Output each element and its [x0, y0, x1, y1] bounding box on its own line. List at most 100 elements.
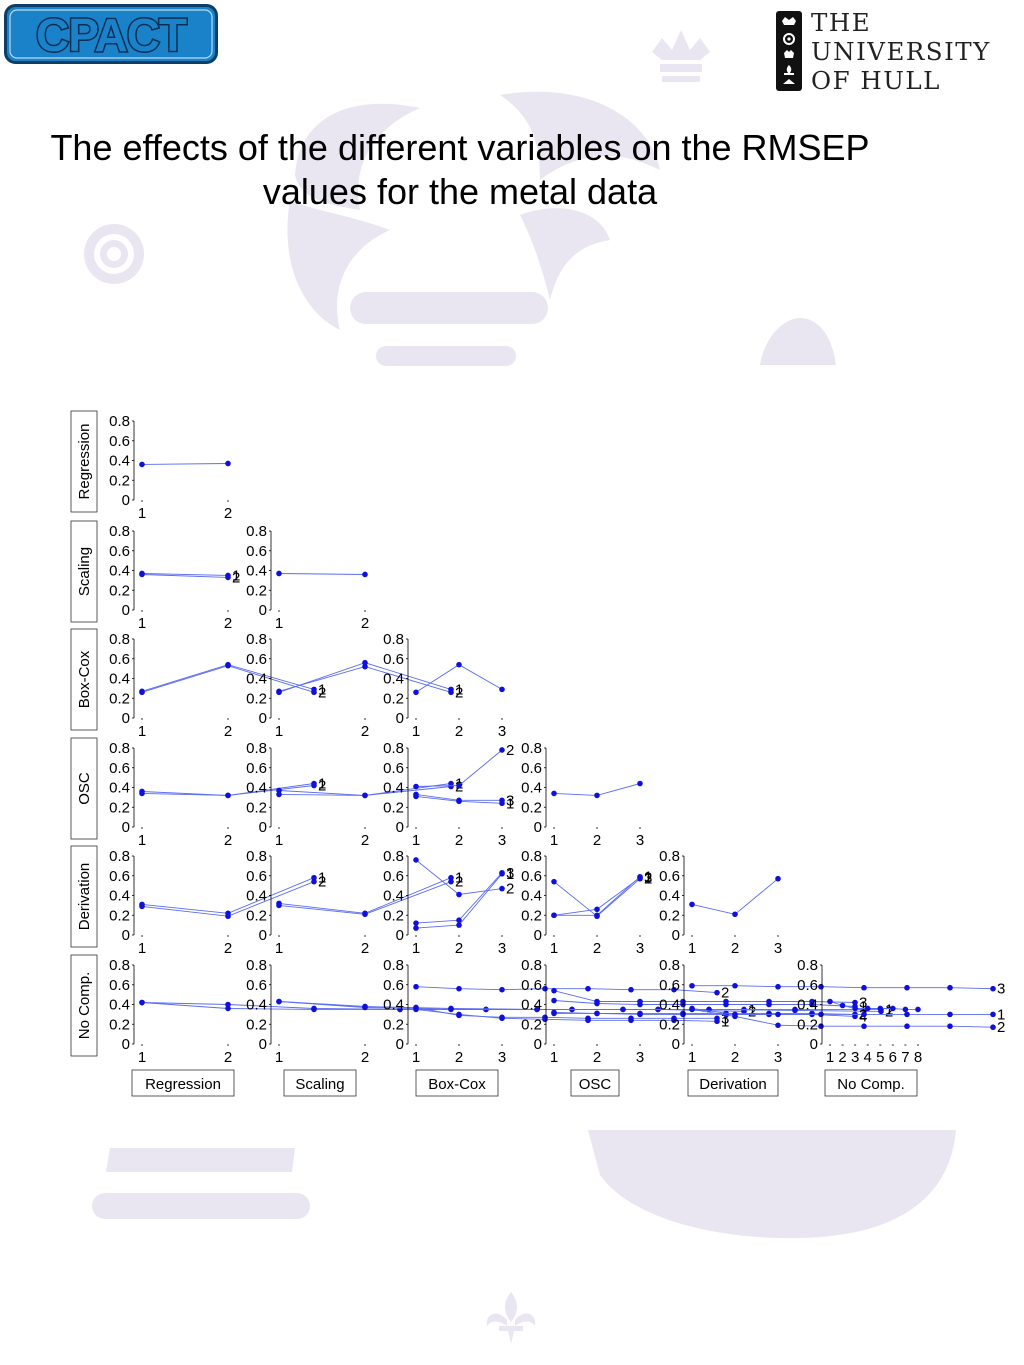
x-tick-label: 3: [851, 1049, 859, 1066]
x-tick-label: 2: [224, 505, 232, 522]
data-point: [311, 878, 317, 885]
cpact-logo-text: CPACT: [36, 9, 187, 61]
x-tick-label: 3: [498, 723, 506, 740]
y-tick-label: 0.4: [521, 997, 542, 1014]
y-tick-label: 0.4: [109, 671, 130, 688]
x-tick-label: 1: [275, 1049, 283, 1066]
x-tick-label: 1: [138, 1049, 146, 1066]
x-tick-label: 1: [138, 940, 146, 957]
data-point: [766, 1001, 772, 1008]
data-point: [732, 982, 738, 989]
y-tick-label: 0.2: [246, 799, 267, 816]
watermark-fleur-icon: [486, 1292, 536, 1344]
y-tick-label: 0.4: [383, 780, 404, 797]
y-tick-label: 0.6: [521, 977, 542, 994]
x-tick-label: 1: [275, 723, 283, 740]
y-tick-label: 0: [122, 602, 130, 619]
y-tick-label: 0.4: [521, 780, 542, 797]
x-tick-label: 3: [774, 1049, 782, 1066]
data-point: [732, 1013, 738, 1020]
y-tick-label: 0.2: [659, 1016, 680, 1033]
y-tick-label: 0.6: [109, 977, 130, 994]
x-tick-label: 1: [826, 1049, 834, 1066]
data-point: [499, 800, 505, 807]
data-point: [689, 901, 695, 908]
data-point: [276, 570, 282, 577]
data-point: [225, 1001, 231, 1008]
series-label: 2: [455, 874, 463, 891]
y-tick-label: 0: [259, 602, 267, 619]
y-tick-label: 0.8: [383, 957, 404, 974]
column-label: Scaling: [283, 1069, 357, 1097]
chart-panel: 0 0.2 0.4 0.6 0.8 1 2 3: [521, 740, 644, 849]
x-tick-label: 1: [138, 615, 146, 632]
data-point: [448, 878, 454, 885]
data-point: [139, 689, 145, 696]
y-tick-label: 0.2: [521, 907, 542, 924]
y-tick-label: 0.2: [246, 582, 267, 599]
watermark-bar: [376, 346, 516, 366]
x-tick-label: 8: [914, 1049, 922, 1066]
data-point: [637, 780, 643, 787]
y-tick-label: 0.4: [521, 888, 542, 905]
series-label: 3: [644, 870, 652, 887]
row-label-text: Scaling: [76, 547, 93, 596]
series-line: [415, 1007, 717, 1019]
data-point: [594, 1010, 600, 1017]
data-point: [362, 659, 368, 666]
data-point: [413, 925, 419, 931]
data-point: [362, 1004, 368, 1011]
series-line: [553, 1000, 856, 1007]
data-point: [413, 689, 419, 696]
y-tick-label: 0.8: [797, 957, 818, 974]
y-tick-label: 0.4: [246, 888, 267, 905]
data-point: [448, 1006, 454, 1013]
x-tick-label: 1: [138, 505, 146, 522]
series-label: 1: [859, 998, 867, 1015]
data-point: [902, 1006, 909, 1013]
y-tick-label: 0.8: [109, 631, 130, 648]
data-point: [990, 1011, 996, 1018]
y-tick-label: 0.4: [246, 780, 267, 797]
x-tick-label: 2: [593, 832, 601, 849]
series-line: [141, 573, 229, 576]
data-point: [947, 1023, 953, 1030]
row-label: No Comp.: [70, 954, 98, 1057]
data-point: [413, 983, 419, 990]
y-tick-label: 0.6: [383, 651, 404, 668]
series-label: 3: [997, 981, 1005, 998]
data-point: [714, 989, 720, 996]
y-tick-label: 0.2: [383, 799, 404, 816]
x-tick-label: 1: [138, 723, 146, 740]
y-tick-label: 0: [122, 819, 130, 836]
chart-panel: 0 0.2 0.4 0.6 0.8 1 2 3: [659, 848, 782, 957]
y-tick-label: 0.8: [521, 740, 542, 757]
data-point: [671, 986, 677, 993]
data-point: [139, 461, 145, 468]
data-point: [680, 1011, 686, 1018]
series-line: [415, 1008, 718, 1022]
data-point: [637, 873, 643, 880]
y-tick-label: 0.4: [659, 997, 680, 1014]
data-point: [499, 986, 505, 993]
series-label: 3: [721, 1010, 729, 1027]
y-tick-label: 0: [396, 1036, 404, 1053]
y-tick-label: 0.6: [246, 977, 267, 994]
x-tick-label: 2: [731, 940, 739, 957]
data-point: [628, 1017, 634, 1024]
x-tick-label: 2: [593, 1049, 601, 1066]
x-tick-label: 3: [636, 940, 644, 957]
data-point: [990, 1024, 996, 1031]
data-point: [689, 982, 695, 989]
watermark-crown-base: [662, 76, 700, 82]
y-tick-label: 0.6: [797, 977, 818, 994]
data-point: [413, 783, 419, 790]
data-point: [139, 790, 145, 797]
x-tick-label: 2: [455, 723, 463, 740]
y-tick-label: 0.2: [246, 1016, 267, 1033]
watermark-flame-shape: [287, 200, 390, 330]
